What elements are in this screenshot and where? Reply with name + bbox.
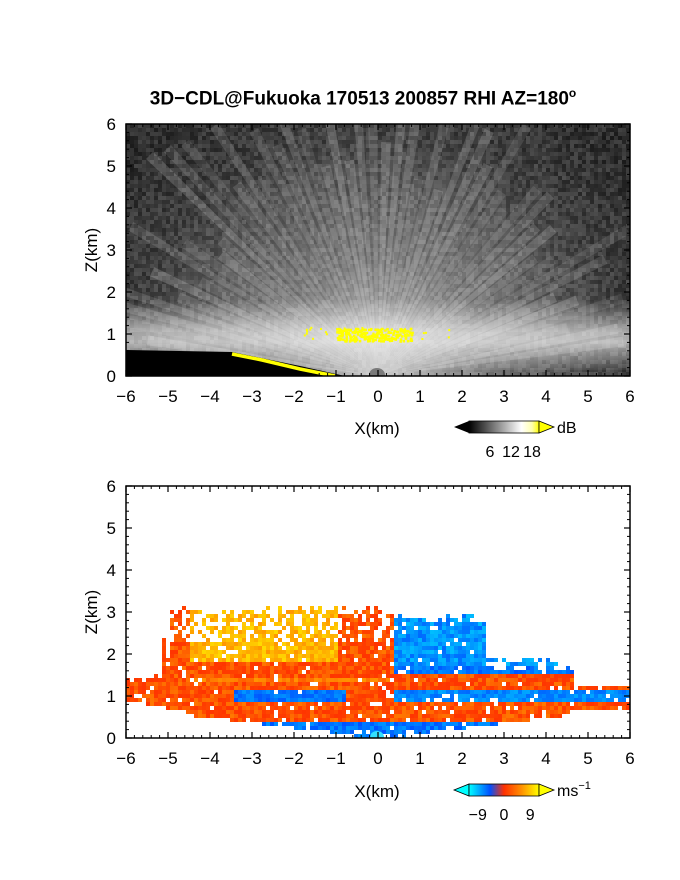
- degree-mark: o: [568, 86, 577, 100]
- figure-title: 3D−CDL@Fukuoka 170513 200857 RHI AZ=180o: [0, 86, 680, 110]
- backscatter-plot-area: [126, 124, 630, 376]
- figure-title-text: 3D−CDL@Fukuoka 170513 200857 RHI AZ=180: [149, 88, 569, 110]
